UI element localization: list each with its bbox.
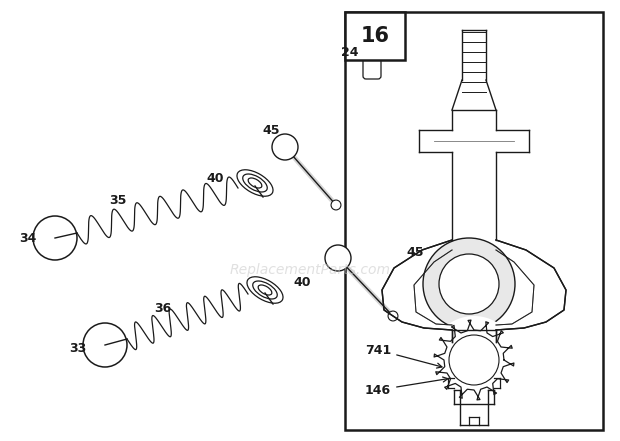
Text: 34: 34: [19, 232, 37, 244]
Circle shape: [430, 316, 518, 404]
Circle shape: [331, 200, 341, 210]
Circle shape: [272, 134, 298, 160]
Circle shape: [449, 335, 499, 385]
Circle shape: [423, 238, 515, 330]
Text: 36: 36: [154, 302, 172, 314]
Circle shape: [439, 254, 499, 314]
Text: 40: 40: [206, 172, 224, 184]
Text: 40: 40: [293, 277, 311, 289]
Text: 33: 33: [69, 341, 87, 355]
Text: 35: 35: [109, 194, 126, 206]
Circle shape: [388, 311, 398, 321]
Text: 45: 45: [406, 246, 423, 258]
Text: 146: 146: [365, 377, 448, 396]
Text: 24: 24: [341, 46, 359, 60]
Bar: [345, 12, 603, 430]
FancyBboxPatch shape: [363, 35, 381, 79]
Text: 741: 741: [365, 344, 442, 368]
Text: 45: 45: [262, 123, 280, 137]
Text: ReplacementParts.com: ReplacementParts.com: [229, 263, 391, 277]
Text: 16: 16: [360, 26, 389, 46]
Circle shape: [325, 245, 351, 271]
Bar: [345, 12, 405, 60]
